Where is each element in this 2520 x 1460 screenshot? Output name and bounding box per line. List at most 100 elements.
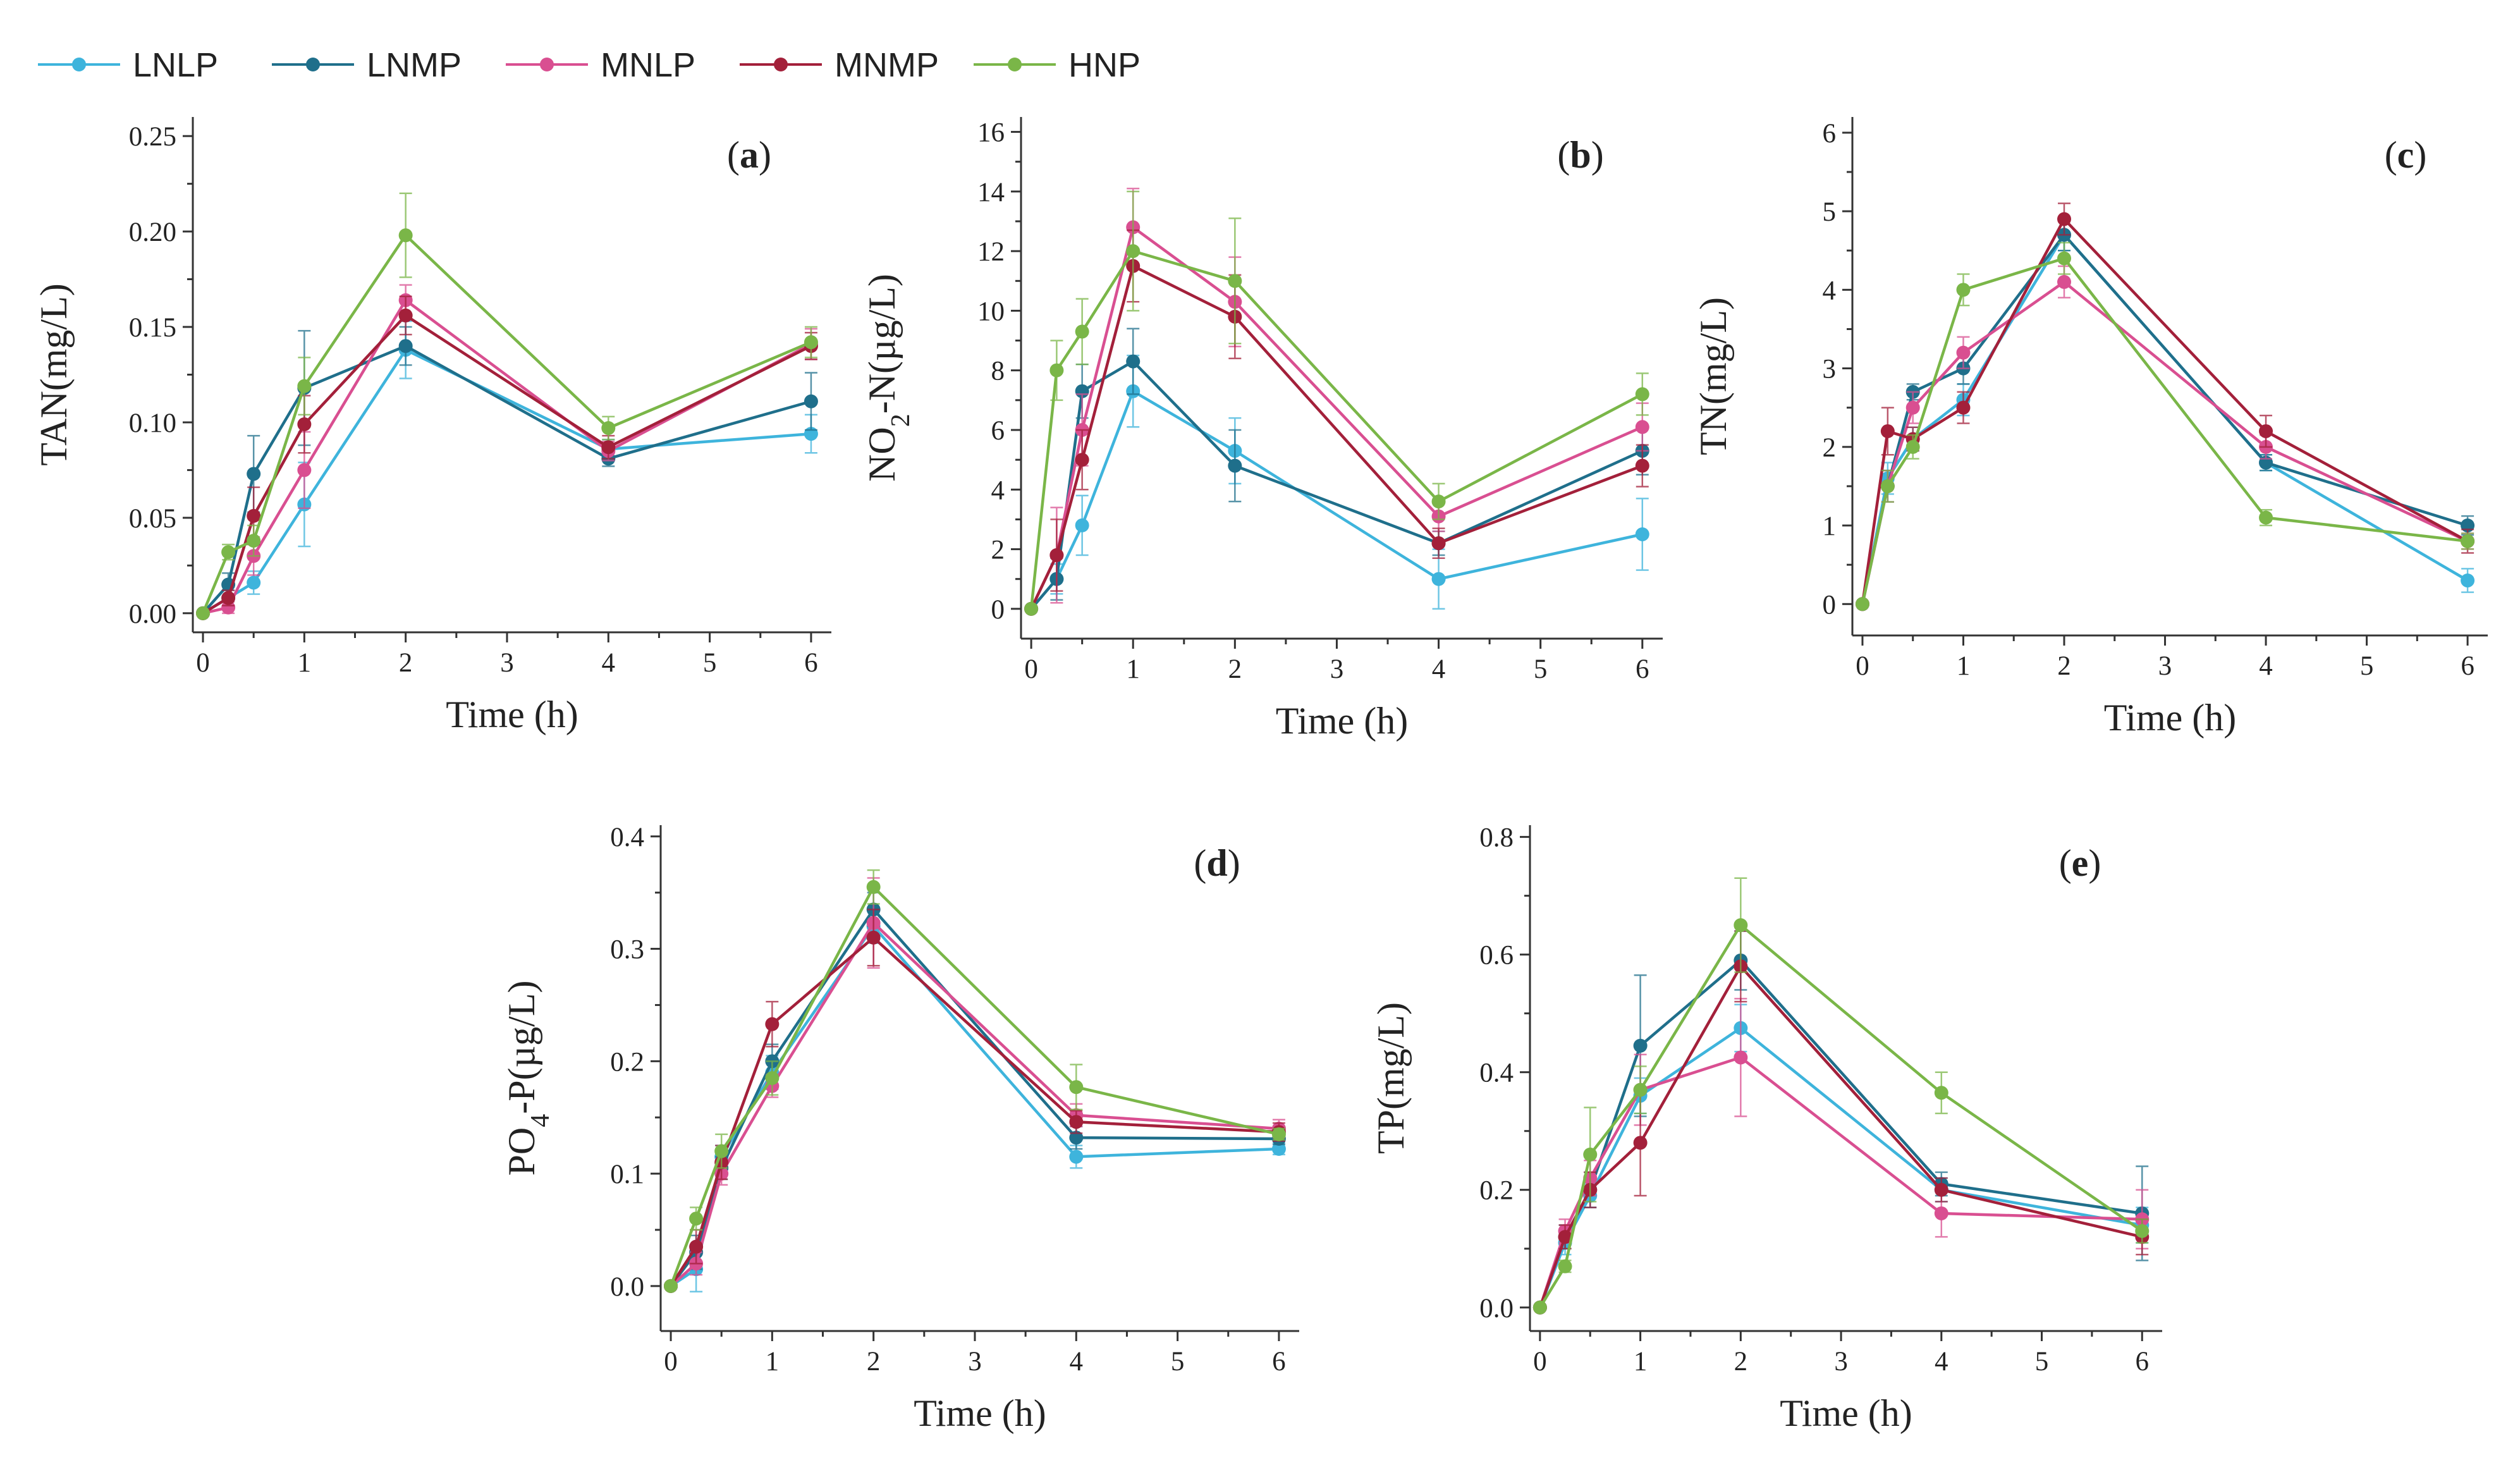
legend-label: MNLP: [601, 46, 695, 84]
y-tick-label: 4: [1823, 276, 1837, 305]
x-tick-label: 2: [1228, 654, 1242, 684]
series-hnp: [1855, 242, 2475, 611]
data-point: [1069, 1115, 1084, 1129]
data-point: [1075, 324, 1089, 339]
data-point: [1635, 458, 1649, 473]
error-bars: [1558, 877, 2149, 1273]
data-point: [1880, 424, 1895, 438]
x-tick-label: 5: [1534, 654, 1548, 684]
data-point: [398, 308, 413, 322]
x-tick-label: 0: [196, 648, 210, 678]
panel-label-letter: b: [1570, 134, 1591, 176]
series-lnmp: [1024, 328, 1649, 616]
series-lnlp: [1855, 218, 2475, 611]
series-line: [1861, 233, 2469, 604]
series-hnp: [1024, 190, 1649, 616]
data-point: [297, 463, 312, 477]
legend-marker: [1008, 58, 1022, 71]
x-axis-title: Time (h): [1780, 1392, 1912, 1434]
data-point: [1633, 1038, 1648, 1053]
y-tick-label: 10: [977, 297, 1005, 326]
data-point: [1956, 345, 1971, 360]
y-axis-title-part: PO: [501, 1127, 542, 1176]
y-tick-label: 0: [1823, 590, 1837, 620]
data-point: [1024, 601, 1039, 616]
data-point: [196, 606, 211, 620]
series-hnp: [1532, 877, 2150, 1315]
error-bars: [1050, 354, 1649, 610]
data-point: [866, 930, 881, 945]
data-point: [765, 1071, 780, 1085]
series-line: [202, 314, 812, 615]
x-tick-label: 4: [602, 648, 616, 678]
legend: LNLP LNMP MNLP MNMP HNP: [38, 46, 1141, 84]
data-point: [1734, 1050, 1748, 1065]
panel-label: (a): [727, 134, 771, 176]
panel-label-letter: e: [2072, 842, 2089, 884]
data-point: [1855, 597, 1869, 611]
series-mnlp: [1024, 187, 1649, 616]
y-tick-label: 0.6: [1479, 941, 1514, 971]
x-tick-label: 0: [664, 1347, 678, 1377]
x-tick-label: 1: [298, 648, 312, 678]
series-line: [670, 908, 1279, 1287]
data-point: [1431, 572, 1446, 586]
series-line: [202, 348, 812, 615]
legend-label: HNP: [1068, 46, 1141, 84]
y-tick-label: 1: [1823, 512, 1837, 541]
y-tick-label: 0.25: [129, 122, 176, 152]
legend-entry-mnlp: MNLP: [506, 46, 695, 84]
x-tick-label: 2: [2057, 651, 2071, 681]
x-tick-label: 4: [2259, 651, 2273, 681]
data-point: [1049, 548, 1064, 562]
data-point: [2259, 424, 2273, 438]
x-tick-label: 6: [2461, 651, 2474, 681]
series-line: [1861, 280, 2469, 604]
y-tick-label: 0.0: [610, 1272, 644, 1302]
y-tick-label: 14: [977, 178, 1005, 207]
error-bars: [222, 320, 817, 606]
x-tick-label: 4: [1935, 1347, 1948, 1377]
data-point: [1228, 458, 1242, 473]
legend-label: MNMP: [835, 46, 939, 84]
panel-label-close: ): [1591, 134, 1604, 176]
panel-label-close: ): [1228, 842, 1240, 884]
data-point: [1558, 1259, 1572, 1273]
series-line: [1861, 233, 2468, 604]
legend-entry-hnp: HNP: [974, 46, 1141, 84]
y-tick-label: 0.10: [129, 408, 176, 438]
y-axis-title-part: -N(µg/L): [861, 274, 903, 414]
series-line: [670, 921, 1280, 1287]
data-point: [247, 508, 261, 523]
data-point: [297, 417, 312, 431]
data-point: [398, 228, 413, 243]
series-lnmp: [664, 892, 1286, 1293]
x-tick-label: 4: [1070, 1347, 1084, 1377]
data-point: [1635, 387, 1649, 402]
data-point: [804, 394, 818, 408]
series-lnlp: [196, 320, 818, 620]
chart-panel-a: 0 1 2 3 4 5 6 0.00 0.05 0.10 0.15 0.20 0.25 Time (h) T…: [33, 117, 831, 735]
data-point: [1635, 420, 1649, 434]
data-point: [398, 339, 413, 353]
series-hnp: [664, 869, 1286, 1293]
legend-label: LNMP: [367, 46, 462, 84]
series-mnlp: [664, 877, 1286, 1293]
legend-marker: [72, 58, 86, 71]
x-tick-label: 6: [1636, 654, 1649, 684]
series-lnlp: [1024, 354, 1649, 616]
series-line: [1861, 218, 2469, 604]
y-tick-label: 6: [1823, 119, 1837, 149]
y-tick-label: 0.2: [1479, 1176, 1514, 1206]
error-bars: [222, 284, 817, 615]
error-bars: [690, 892, 1285, 1270]
data-point: [1880, 479, 1895, 493]
data-point: [1558, 1230, 1572, 1244]
y-axis-title: TN(mg/L): [1692, 297, 1734, 455]
data-point: [1956, 283, 1971, 297]
panel-label-letter: d: [1206, 842, 1227, 884]
data-point: [247, 467, 261, 481]
data-point: [601, 440, 616, 455]
